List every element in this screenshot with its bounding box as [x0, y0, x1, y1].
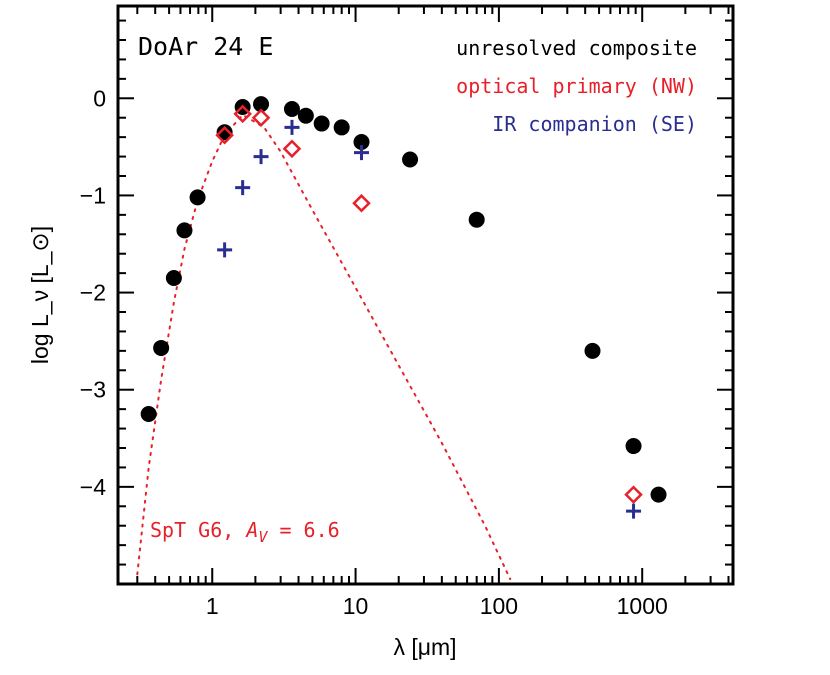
composite-point [333, 119, 350, 136]
legend-entry-ir-companion: IR companion (SE) [492, 112, 697, 136]
companion-point [353, 145, 369, 161]
composite-point [189, 189, 206, 206]
companion-point [284, 119, 300, 135]
chart-title: DoAr 24 E [138, 32, 273, 61]
composite-point [625, 438, 642, 455]
y-axis: 0 −1 −2 −3 −4 [80, 19, 733, 585]
composite-point [353, 134, 370, 150]
x-tick-label: 1000 [617, 593, 668, 619]
y-axis-label: log L_ν [L_⊙] [27, 226, 53, 364]
legend-entry-optical-primary: optical primary (NW) [456, 74, 697, 98]
companion-point [217, 242, 233, 258]
y-tick-label: −2 [80, 280, 106, 306]
y-tick-label: −4 [80, 474, 106, 500]
composite-point [165, 270, 182, 286]
primary-point [215, 125, 234, 145]
composite-point [650, 486, 667, 503]
composite-point [253, 96, 270, 113]
primary-point [251, 108, 271, 127]
x-tick-label: 100 [480, 593, 518, 619]
y-tick-label: −1 [80, 182, 106, 208]
composite-point [153, 339, 170, 356]
composite-point [283, 100, 300, 117]
x-axis: 1 10 100 1000 [136, 6, 730, 619]
companion-point [626, 503, 642, 519]
companion-point [253, 149, 269, 165]
x-tick-label: 1 [206, 593, 219, 619]
annotation-prefix: SpT G6, [150, 518, 246, 542]
plot-content [136, 96, 667, 581]
composite-point [402, 151, 419, 168]
primary-point [352, 193, 371, 213]
annotation-subscript: V [258, 528, 268, 546]
composite-point [297, 107, 314, 124]
composite-point [584, 342, 601, 359]
composite-point [313, 115, 330, 132]
x-tick-label: 10 [343, 593, 369, 619]
y-tick-label: 0 [93, 85, 106, 111]
primary-point [282, 139, 302, 159]
primary-point [233, 104, 252, 124]
x-axis-label: λ [μm] [393, 634, 456, 660]
primary-point [624, 485, 643, 504]
annotation-variable: A [244, 518, 258, 542]
spectral-type-annotation: SpT G6, AV = 6.6 [150, 518, 340, 546]
composite-point [140, 406, 157, 422]
composite-point [176, 222, 193, 239]
model-photosphere-curve [136, 113, 512, 581]
legend-entry-unresolved: unresolved composite [456, 36, 697, 60]
plot-frame [116, 4, 735, 586]
composite-point [468, 211, 485, 228]
composite-point [216, 124, 233, 141]
annotation-suffix: = 6.6 [267, 518, 339, 542]
companion-point [235, 180, 251, 196]
y-tick-label: −3 [80, 377, 106, 403]
